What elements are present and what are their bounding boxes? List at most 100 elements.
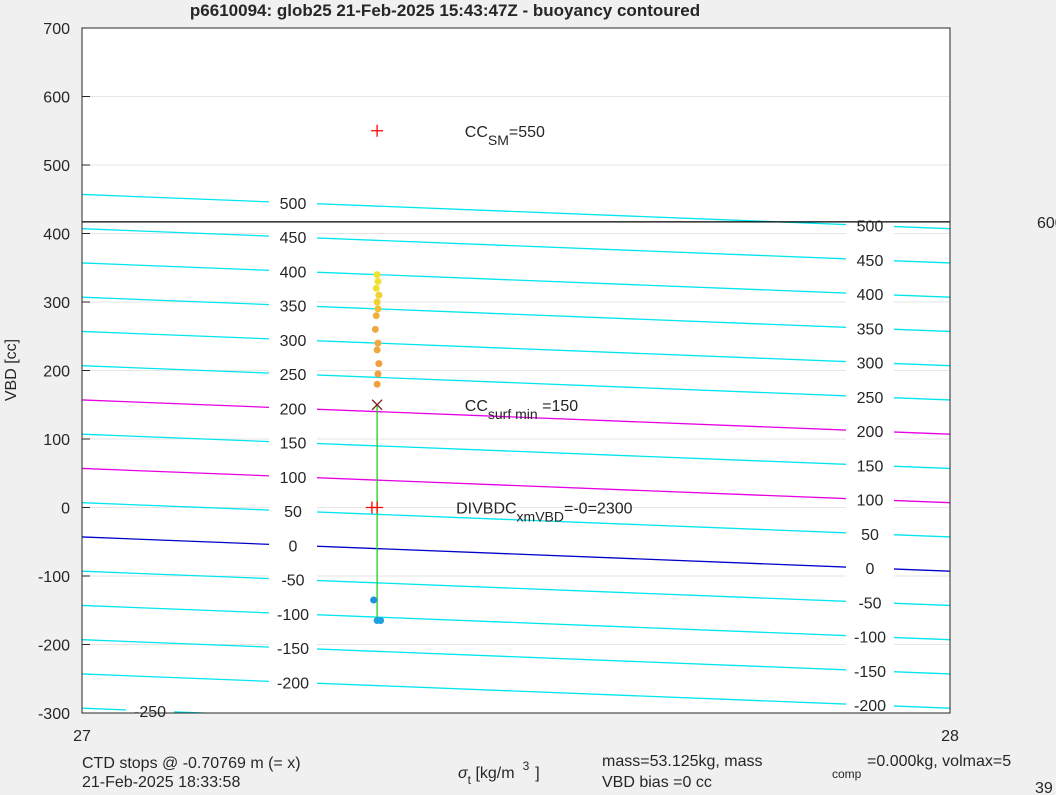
- contour-label: -200: [277, 675, 309, 692]
- contour-label-bg: [269, 604, 317, 623]
- contour-line: [82, 604, 950, 641]
- data-point: [374, 370, 382, 378]
- contour-label: 350: [857, 321, 884, 338]
- data-point: [377, 617, 385, 625]
- annotation-sub: xmVBD: [517, 509, 564, 525]
- x-tick-label: 28: [941, 728, 959, 745]
- y-tick-label: 600: [43, 90, 70, 107]
- contour-label-bg: [846, 661, 894, 680]
- contour-line: [82, 639, 950, 675]
- contour-line: [82, 296, 950, 333]
- data-point: [373, 380, 381, 388]
- annotation-sub: surf min: [488, 406, 538, 422]
- annotation-after: =-0=2300: [564, 501, 633, 518]
- contour-label: 400: [857, 287, 884, 304]
- y-tick-label: -300: [38, 706, 70, 723]
- contour-label: 500: [857, 219, 884, 236]
- contour-label-bg: [846, 524, 894, 543]
- y-tick-label: 400: [43, 227, 70, 244]
- contour-label: 150: [280, 436, 307, 453]
- contour-line: [82, 570, 950, 607]
- corner-note: 39: [1035, 780, 1053, 795]
- ctd-note: CTD stops @ -0.70769 m (= x): [82, 755, 301, 772]
- contour-label-bg: [269, 502, 317, 521]
- contour-line: [82, 228, 950, 264]
- chart-title: p6610094: glob25 21-Feb-2025 15:43:47Z -…: [190, 1, 700, 20]
- contour-label: -100: [854, 630, 886, 647]
- annotation: DIVBDCxmVBD=-0=2300: [456, 501, 633, 525]
- contour-label-bg: [846, 319, 894, 338]
- contour-label-bg: [846, 490, 894, 509]
- contour-label: -150: [277, 641, 309, 658]
- contour-label-bg: [846, 285, 894, 304]
- marker: [371, 501, 384, 514]
- contour-label: 200: [857, 424, 884, 441]
- contour-line: [82, 502, 950, 538]
- contour-label-bg: [846, 422, 894, 441]
- y-tick-label: -200: [38, 638, 70, 655]
- contour-label: 50: [284, 504, 302, 521]
- contour-label-bg: [269, 639, 317, 658]
- contour-label: -100: [277, 607, 309, 624]
- contour-label-bg: [846, 353, 894, 372]
- contour-label-bg: [269, 433, 317, 452]
- contour-label-bg: [269, 193, 317, 212]
- contour-label-bg: [269, 262, 317, 281]
- annotation-text: DIVBDC: [456, 501, 516, 518]
- y-tick-label: 200: [43, 364, 70, 381]
- annotation: CCsurf min =150: [465, 398, 578, 422]
- marker: [371, 399, 383, 411]
- contour-label-bg: [269, 673, 317, 692]
- contour-label: 400: [280, 264, 307, 281]
- data-point: [375, 360, 383, 368]
- contour-line: [82, 262, 950, 298]
- marker: [371, 124, 384, 137]
- contour-label: 50: [861, 527, 879, 544]
- contour-label: -200: [854, 698, 886, 715]
- contour-label-bg: [846, 456, 894, 475]
- contour-line: [82, 365, 950, 401]
- x-tick-label: 27: [73, 728, 91, 745]
- contour-label: 450: [280, 230, 307, 247]
- y-axis-label: VBD [cc]: [3, 339, 20, 401]
- contour-label-bg: [269, 296, 317, 315]
- contour-line: [82, 330, 950, 367]
- contour-label: 150: [857, 458, 884, 475]
- annotation: CCSM=550: [465, 124, 545, 148]
- contour-label-bg: [846, 559, 894, 578]
- contour-label-bg: [126, 701, 174, 713]
- contour-line: [82, 467, 950, 504]
- data-point: [373, 346, 381, 354]
- contour-label: -50: [858, 595, 881, 612]
- mass-note: mass=53.125kg, masscomp=0.000kg, volmax=…: [602, 753, 1011, 781]
- reference-label: 600: [1037, 215, 1056, 232]
- y-tick-label: 500: [43, 158, 70, 175]
- data-point: [371, 325, 379, 333]
- contour-label-bg: [846, 216, 894, 235]
- annotation-text: CC: [465, 124, 488, 141]
- plot-layer: [82, 28, 950, 713]
- contour-label: 300: [857, 356, 884, 373]
- contour-label: 0: [866, 561, 875, 578]
- contour-label-bg: [846, 250, 894, 269]
- y-tick-label: 700: [43, 21, 70, 38]
- contour-label: -150: [854, 664, 886, 681]
- date-note: 21-Feb-2025 18:33:58: [82, 774, 240, 791]
- contour-label-bg: [269, 330, 317, 349]
- bias-note: VBD bias =0 cc: [602, 774, 712, 791]
- axes-box: [81, 27, 951, 714]
- data-point: [372, 284, 380, 292]
- data-point: [374, 339, 382, 347]
- contour-label: 500: [280, 196, 307, 213]
- contour-label: 250: [857, 390, 884, 407]
- contour-line: [82, 536, 950, 572]
- annotation-after: =550: [509, 124, 545, 141]
- contour-label: 0: [289, 538, 298, 555]
- contour-line: [82, 673, 950, 709]
- contour-label-bg: [269, 365, 317, 384]
- data-point: [375, 291, 383, 299]
- contour-label: 100: [857, 493, 884, 510]
- y-tick-label: -100: [38, 569, 70, 586]
